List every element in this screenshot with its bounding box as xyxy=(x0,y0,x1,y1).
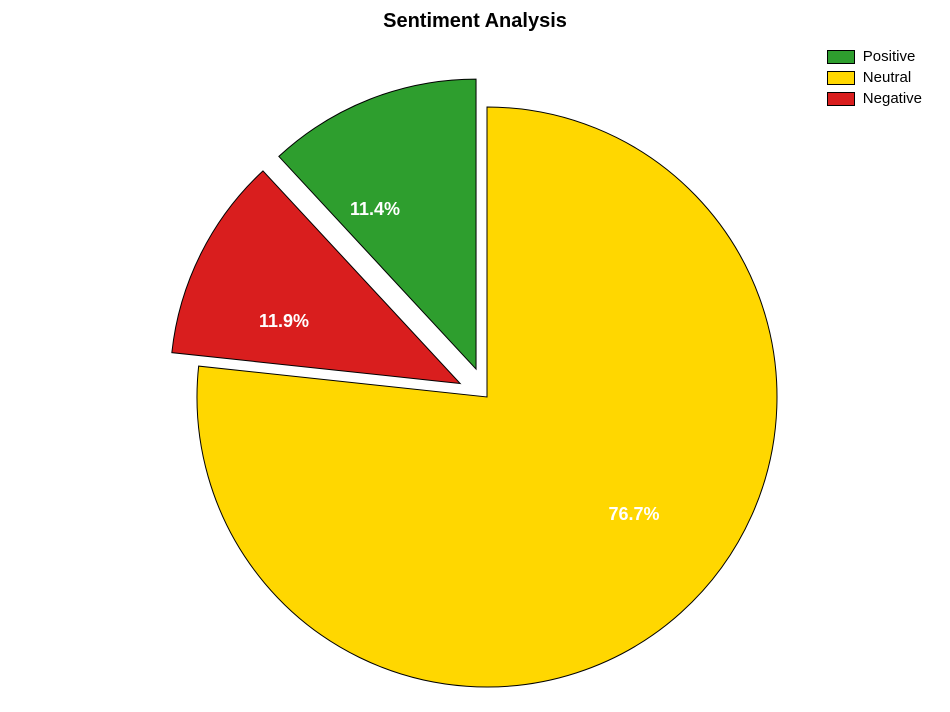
legend-label-negative: Negative xyxy=(863,90,922,107)
legend-item-neutral: Neutral xyxy=(827,69,922,86)
legend-label-neutral: Neutral xyxy=(863,69,911,86)
chart-title: Sentiment Analysis xyxy=(0,10,950,33)
legend-item-positive: Positive xyxy=(827,48,922,65)
pie-chart-container: 11.9% 76.7% 11.4% xyxy=(0,45,950,662)
legend-label-positive: Positive xyxy=(863,48,916,65)
slice-label-negative: 11.4% xyxy=(350,199,400,219)
legend-swatch-neutral xyxy=(827,71,855,85)
legend-swatch-positive xyxy=(827,50,855,64)
legend: Positive Neutral Negative xyxy=(827,48,922,107)
legend-item-negative: Negative xyxy=(827,90,922,107)
slice-label-neutral: 76.7% xyxy=(608,504,659,524)
slice-label-positive: 11.9% xyxy=(259,311,309,331)
legend-swatch-negative xyxy=(827,92,855,106)
pie-chart-svg: 11.9% 76.7% 11.4% xyxy=(0,45,950,707)
